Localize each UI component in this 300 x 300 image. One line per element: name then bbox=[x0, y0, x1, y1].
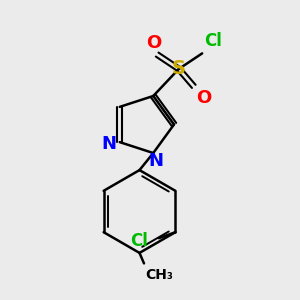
Text: O: O bbox=[196, 89, 212, 107]
Text: CH₃: CH₃ bbox=[146, 268, 173, 282]
Text: N: N bbox=[102, 135, 117, 153]
Text: Cl: Cl bbox=[130, 232, 148, 250]
Text: N: N bbox=[148, 152, 163, 169]
Text: S: S bbox=[172, 59, 186, 79]
Text: Cl: Cl bbox=[205, 32, 222, 50]
Text: O: O bbox=[146, 34, 162, 52]
